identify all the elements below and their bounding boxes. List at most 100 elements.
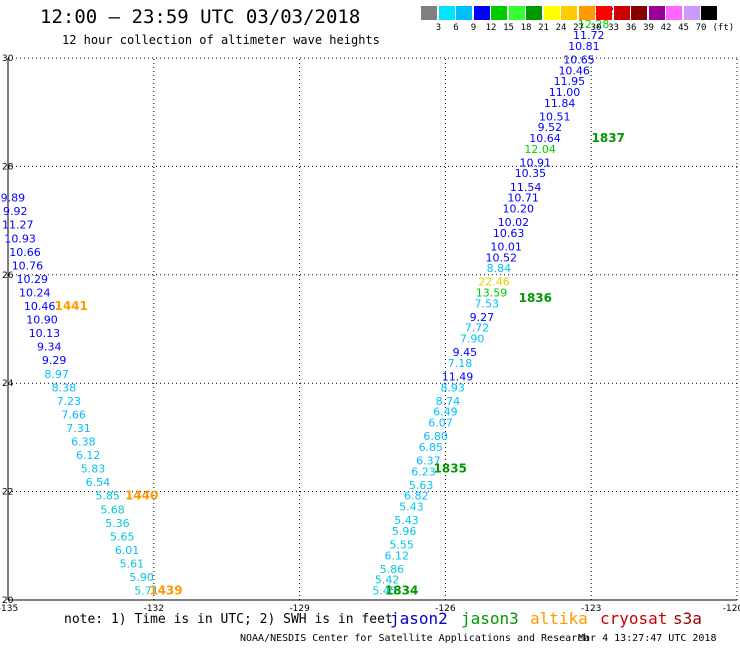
satellite-jason2: jason2	[390, 609, 448, 628]
swh-point-west: 5.90	[129, 571, 154, 584]
swh-point-east: 6.23	[411, 465, 436, 478]
pass-time-label: 1440	[125, 489, 158, 503]
y-tick-label: 28	[2, 162, 14, 172]
swh-point-west: 6.54	[86, 476, 111, 489]
swh-point-west: 11.27	[2, 219, 34, 232]
satellite-altika: altika	[530, 609, 588, 628]
swh-point-west: 5.36	[105, 517, 130, 530]
swh-point-west: 10.76	[12, 259, 44, 272]
chart-subtitle: 12 hour collection of altimeter wave hei…	[62, 33, 380, 47]
swh-point-east: 11.84	[544, 97, 576, 110]
swh-point-east: 22.46	[478, 276, 510, 289]
swh-point-east: 10.51	[539, 110, 571, 123]
satellite-s3a: s3a	[673, 609, 702, 628]
swh-point-east: 7.53	[474, 297, 499, 310]
swh-point-east: 5.43	[399, 501, 424, 514]
swh-point-west: 10.66	[9, 246, 41, 259]
generation-timestamp: Mar 4 13:27:47 UTC 2018	[578, 633, 717, 644]
legend-swatch	[596, 6, 612, 20]
swh-point-west: 10.93	[4, 232, 36, 245]
swh-point-east: 6.07	[428, 417, 453, 430]
swh-point-east: 11.00	[549, 86, 581, 99]
chart-axes: -135 -132 -129 -126 -123 -120 20 22 24 26 28 30	[0, 54, 740, 614]
legend-label: 39	[643, 23, 654, 33]
swh-point-west: 9.89	[1, 192, 26, 205]
legend-swatch	[508, 6, 525, 20]
swh-point-east: 10.71	[507, 192, 539, 205]
swh-point-east: 5.63	[409, 479, 434, 492]
swh-point-east: 10.35	[515, 167, 547, 180]
swh-point-west: 5.61	[120, 557, 145, 570]
legend-label: 18	[520, 23, 532, 33]
swh-point-west: 6.38	[71, 436, 96, 449]
swh-point-west: 5.85	[95, 490, 120, 503]
x-tick-label: -126	[435, 604, 456, 614]
swh-point-west: 7.23	[57, 395, 82, 408]
chart-marks: 5.715.905.616.015.655.365.685.856.545.83…	[1, 5, 625, 598]
swh-point-east: 9.45	[453, 346, 478, 359]
x-tick-label: -123	[581, 604, 601, 614]
swh-point-west: 9.34	[37, 341, 62, 354]
swh-point-east: 10.91	[520, 156, 552, 169]
swh-point-west: 7.66	[61, 408, 86, 421]
swh-point-east: 5.96	[392, 525, 417, 538]
legend-label: 45	[678, 23, 689, 33]
swh-point-east: 13.59	[476, 286, 508, 299]
swh-point-west: 8.97	[44, 368, 69, 381]
legend-label: 36	[625, 23, 637, 33]
swh-point-east: 8.84	[487, 262, 512, 275]
swh-point-east: 7.18	[448, 357, 473, 370]
y-tick-label: 30	[2, 54, 14, 64]
y-tick-label: 22	[2, 488, 13, 498]
x-tick-label: -120	[723, 604, 740, 614]
swh-point-east: 9.27	[470, 311, 495, 324]
legend-label: 21	[538, 23, 549, 33]
legend-swatch	[578, 6, 595, 20]
swh-point-west: 8.38	[52, 381, 77, 394]
legend-label: 24	[555, 23, 567, 33]
swh-point-west: 10.90	[26, 314, 58, 327]
legend-label: 9	[470, 23, 477, 33]
pass-time-label: 1836	[519, 291, 552, 305]
swh-point-east: 5.86	[380, 563, 405, 576]
x-tick-label: -129	[289, 604, 310, 614]
legend-label: 3	[435, 23, 442, 33]
pass-time-label: 1439	[149, 584, 182, 598]
swh-point-east: 5.45	[372, 585, 397, 598]
legend-swatch	[543, 6, 560, 20]
legend-swatch	[526, 6, 542, 20]
swh-point-west: 6.12	[76, 449, 101, 462]
x-tick-label: -135	[0, 604, 18, 614]
swh-point-east: 6.85	[419, 441, 444, 454]
swh-point-east: 11.49	[442, 370, 474, 383]
swh-point-west: 10.29	[17, 273, 49, 286]
swh-point-east: 11.72	[573, 29, 605, 42]
swh-point-east: 9.52	[538, 121, 563, 134]
swh-point-east: 6.80	[423, 430, 448, 443]
y-tick-label: 20	[2, 596, 14, 606]
swh-point-east: 7.72	[465, 322, 490, 335]
x-tick-label: -132	[144, 604, 164, 614]
y-tick-label: 26	[2, 271, 14, 281]
legend-label: 33	[608, 23, 619, 33]
legend-label: 12	[485, 23, 497, 33]
legend-swatch	[666, 6, 682, 20]
swh-point-east: 6.37	[416, 455, 441, 468]
swh-point-west: 6.01	[115, 544, 140, 557]
pass-time-label: 1441	[54, 299, 87, 313]
swh-point-west: 5.83	[81, 463, 106, 476]
swh-point-east: 10.20	[503, 202, 535, 215]
swh-point-west: 7.31	[66, 422, 91, 435]
credit-line: NOAA/NESDIS Center for Satellite Applica…	[240, 633, 590, 644]
swh-point-east: 5.42	[375, 574, 400, 587]
swh-point-west: 10.13	[29, 327, 61, 340]
swh-point-west: 10.24	[19, 286, 51, 299]
swh-point-east: 10.01	[490, 240, 522, 253]
swh-point-east: 10.64	[529, 132, 561, 145]
swh-point-east: 11.54	[510, 181, 542, 194]
swh-point-east: 6.12	[385, 549, 410, 562]
legend-swatch	[438, 6, 455, 20]
footnote: note: 1) Time is in UTC; 2) SWH is in fe…	[64, 612, 393, 627]
swh-point-east: 10.65	[563, 53, 595, 66]
